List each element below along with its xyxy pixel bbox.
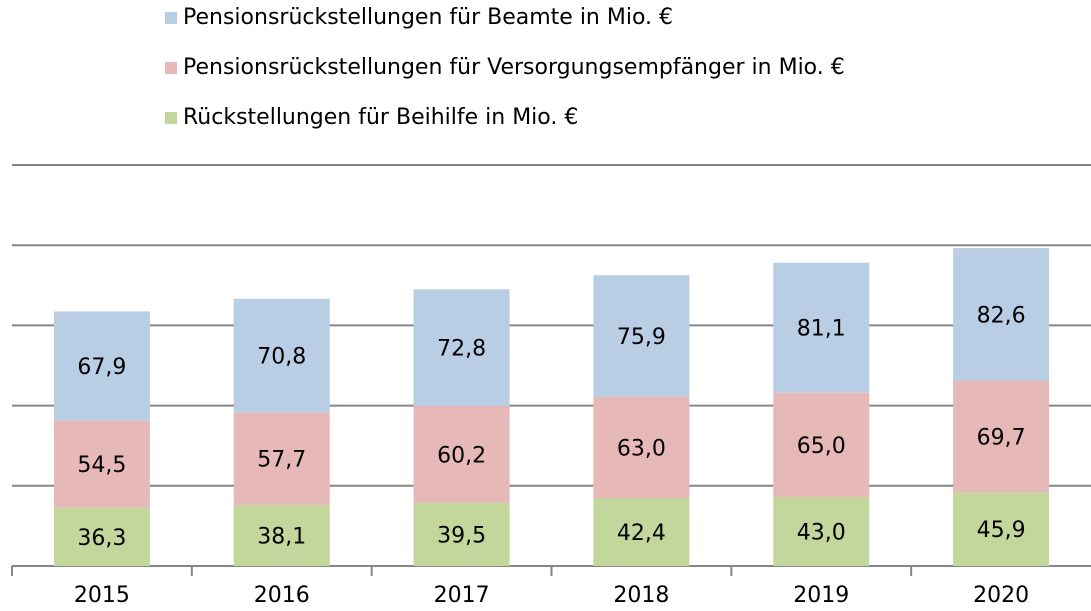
- bar-segment: [413, 289, 510, 407]
- bar-segment: [53, 311, 150, 421]
- bar-segment: [413, 502, 510, 566]
- data-label: 65,0: [797, 434, 846, 459]
- x-tick-label: 2019: [793, 583, 849, 608]
- data-label: 69,7: [977, 425, 1026, 450]
- legend-swatch: [165, 62, 177, 74]
- bar-segment: [593, 275, 690, 397]
- bar-segment: [953, 492, 1050, 566]
- bar-segment: [53, 420, 150, 508]
- data-label: 72,8: [437, 337, 486, 362]
- bar-segment: [773, 392, 870, 498]
- x-tick-label: 2017: [434, 583, 490, 608]
- bar-segment: [953, 380, 1050, 493]
- x-tick-label: 2020: [973, 583, 1029, 608]
- x-tick-label: 2015: [74, 583, 130, 608]
- data-label: 45,9: [977, 518, 1026, 543]
- x-tick-label: 2018: [613, 583, 669, 608]
- bar-segment: [953, 248, 1050, 381]
- data-label: 82,6: [977, 303, 1026, 328]
- data-label: 39,5: [437, 523, 486, 548]
- data-label: 57,7: [257, 448, 306, 473]
- bar-segment: [53, 507, 150, 566]
- bar-segment: [233, 412, 330, 505]
- legend-label: Pensionsrückstellungen für Versorgungsem…: [183, 55, 845, 80]
- bar-segment: [773, 497, 870, 566]
- data-label: 81,1: [797, 317, 846, 342]
- bar-segment: [593, 497, 690, 566]
- data-label: 75,9: [617, 325, 666, 350]
- bar-segment: [593, 396, 690, 498]
- data-label: 67,9: [77, 355, 126, 380]
- data-label: 70,8: [257, 345, 306, 370]
- legend-swatch: [165, 12, 177, 24]
- legend-label: Pensionsrückstellungen für Beamte in Mio…: [183, 5, 673, 30]
- data-label: 63,0: [617, 436, 666, 461]
- legend-label: Rückstellungen für Beihilfe in Mio. €: [183, 105, 578, 130]
- bar-segment: [233, 298, 330, 413]
- bar-segment: [413, 406, 510, 503]
- data-label: 60,2: [437, 443, 486, 468]
- data-label: 54,5: [77, 453, 126, 478]
- legend-swatch: [165, 112, 177, 124]
- data-label: 36,3: [77, 526, 126, 551]
- data-label: 42,4: [617, 521, 666, 546]
- data-label: 43,0: [797, 521, 846, 546]
- x-tick-label: 2016: [254, 583, 310, 608]
- data-label: 38,1: [257, 524, 306, 549]
- bar-segment: [233, 504, 330, 566]
- bar-segment: [773, 262, 870, 393]
